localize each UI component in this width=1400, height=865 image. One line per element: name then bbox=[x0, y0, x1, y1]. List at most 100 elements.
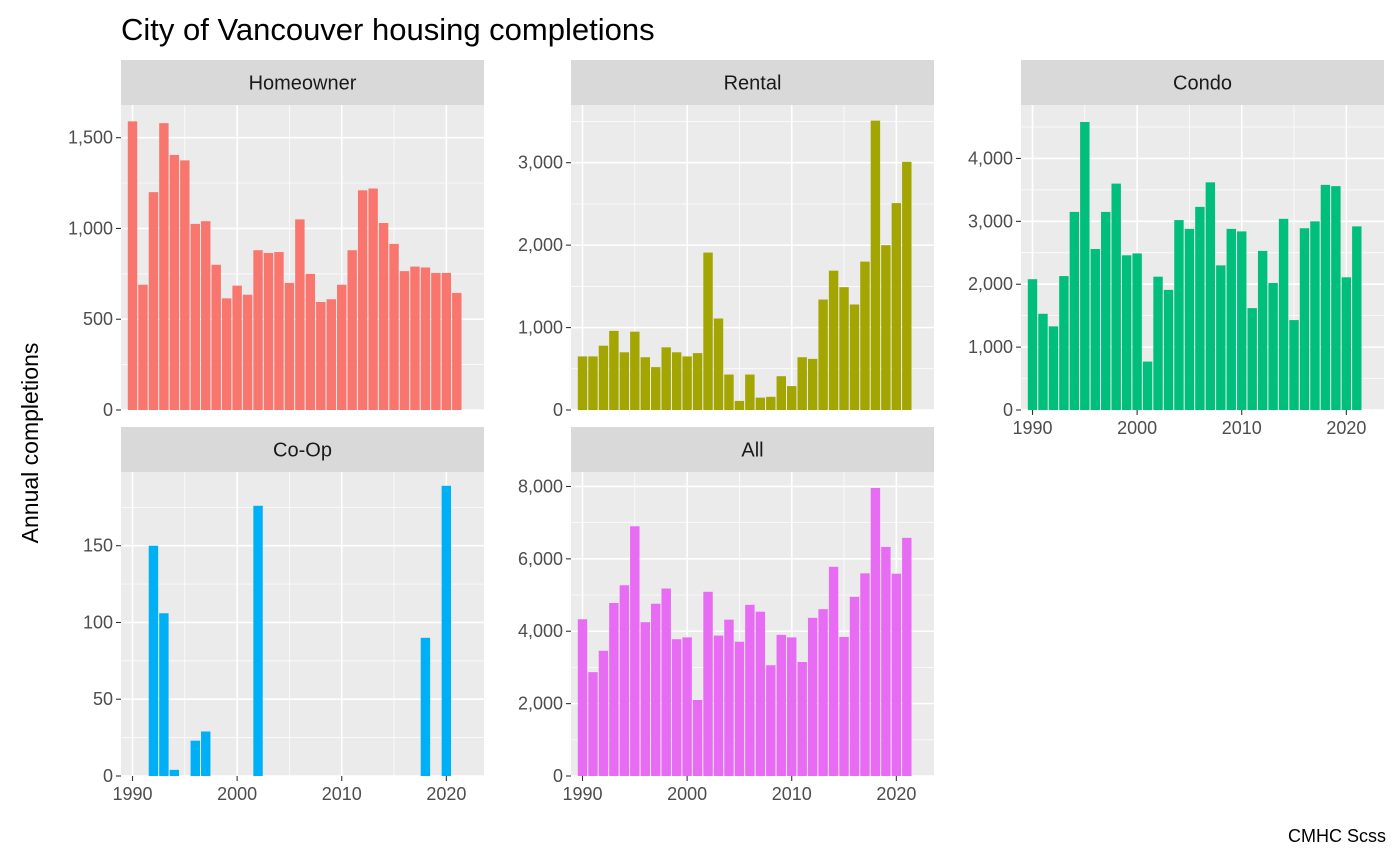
bar-all-2018 bbox=[870, 487, 881, 776]
bar-rental-2006 bbox=[745, 374, 755, 410]
bar-all-1998 bbox=[661, 588, 671, 776]
bar-all-2015 bbox=[839, 637, 849, 776]
bar-co-op-1996 bbox=[190, 740, 200, 776]
y-tick-label: 2,000 bbox=[968, 274, 1013, 294]
bar-condo-1999 bbox=[1121, 255, 1132, 410]
facet-strip bbox=[571, 427, 934, 472]
bar-homeowner-2016 bbox=[399, 271, 410, 410]
bar-all-2005 bbox=[734, 641, 745, 776]
bar-rental-2001 bbox=[692, 353, 703, 410]
y-tick-label: 500 bbox=[83, 309, 113, 329]
x-tick-label: 2020 bbox=[426, 784, 466, 804]
x-tick-label: 1990 bbox=[562, 784, 602, 804]
y-tick-label: 1,500 bbox=[68, 128, 113, 148]
bar-condo-2005 bbox=[1184, 228, 1195, 410]
bar-homeowner-1992 bbox=[148, 192, 159, 410]
x-tick-label: 2020 bbox=[876, 784, 916, 804]
bar-homeowner-2005 bbox=[284, 282, 295, 410]
bar-rental-2008 bbox=[766, 396, 776, 410]
bar-rental-1995 bbox=[630, 331, 640, 410]
bar-homeowner-2000 bbox=[232, 285, 242, 410]
bar-rental-2016 bbox=[849, 304, 860, 410]
bar-all-2007 bbox=[755, 611, 766, 776]
bar-all-1994 bbox=[619, 585, 630, 776]
bar-rental-2003 bbox=[713, 318, 724, 410]
bar-homeowner-1990 bbox=[127, 121, 138, 410]
bar-homeowner-1994 bbox=[169, 154, 180, 410]
facet-strip bbox=[571, 60, 934, 105]
bar-all-2019 bbox=[881, 546, 891, 776]
bar-all-1990 bbox=[577, 619, 588, 776]
bar-condo-2014 bbox=[1278, 218, 1289, 410]
y-tick-label: 0 bbox=[103, 400, 113, 420]
bar-all-2011 bbox=[797, 662, 807, 776]
bar-rental-1991 bbox=[588, 356, 598, 410]
bar-condo-2002 bbox=[1153, 276, 1163, 410]
bar-condo-1997 bbox=[1101, 211, 1111, 410]
bar-condo-2020 bbox=[1341, 277, 1352, 410]
bar-co-op-1994 bbox=[169, 769, 180, 776]
bar-condo-2015 bbox=[1289, 320, 1299, 410]
y-tick-label: 1,000 bbox=[518, 318, 563, 338]
bar-rental-1996 bbox=[640, 357, 650, 410]
y-tick-label: 1,000 bbox=[968, 337, 1013, 357]
bar-rental-1998 bbox=[661, 347, 671, 410]
bar-condo-1991 bbox=[1038, 313, 1048, 410]
y-tick-label: 8,000 bbox=[518, 476, 563, 496]
y-tick-label: 50 bbox=[93, 689, 113, 709]
y-tick-label: 0 bbox=[1003, 400, 1013, 420]
y-tick-label: 4,000 bbox=[968, 148, 1013, 168]
bar-all-2003 bbox=[713, 635, 724, 776]
bar-all-2002 bbox=[703, 591, 713, 776]
facet-panels: Homeowner05001,0001,500Rental01,0002,000… bbox=[68, 60, 1384, 804]
bar-rental-2017 bbox=[860, 261, 870, 410]
bar-condo-2000 bbox=[1132, 253, 1142, 410]
bar-all-1993 bbox=[609, 603, 619, 776]
bar-all-2017 bbox=[860, 573, 870, 776]
facet-strip-label: All bbox=[741, 440, 763, 462]
y-tick-label: 0 bbox=[553, 400, 563, 420]
y-tick-label: 2,000 bbox=[518, 235, 563, 255]
facet-condo: Condo 0 1,000 2,000 3,000 4,000 1990 2000 2010 20… bbox=[968, 60, 1384, 438]
bar-homeowner-2002 bbox=[253, 250, 263, 410]
bar-rental-2021 bbox=[902, 161, 912, 410]
facet-strip bbox=[121, 60, 484, 105]
bar-co-op-1997 bbox=[201, 731, 211, 776]
y-tick-label: 3,000 bbox=[968, 211, 1013, 231]
bar-rental-1994 bbox=[619, 352, 630, 410]
y-tick-label: 2,000 bbox=[518, 694, 563, 714]
bar-all-1996 bbox=[640, 622, 650, 776]
bar-rental-2005 bbox=[734, 400, 745, 410]
x-tick-label: 1990 bbox=[112, 784, 152, 804]
bar-rental-2019 bbox=[881, 245, 891, 410]
bar-all-2006 bbox=[745, 604, 755, 776]
bar-homeowner-1999 bbox=[221, 298, 232, 410]
bar-rental-2000 bbox=[682, 356, 692, 410]
bar-condo-2010 bbox=[1237, 231, 1247, 410]
bar-all-2013 bbox=[818, 609, 828, 776]
y-tick-label: 6,000 bbox=[518, 549, 563, 569]
facet-strip bbox=[1021, 60, 1384, 105]
facet-homeowner: Homeowner 0 500 1,000 1,500 bbox=[68, 60, 484, 420]
x-tick-label: 2000 bbox=[667, 784, 707, 804]
y-tick-label: 4,000 bbox=[518, 621, 563, 641]
bar-homeowner-2020 bbox=[441, 272, 452, 410]
bar-rental-2011 bbox=[797, 357, 807, 410]
bar-all-2014 bbox=[828, 566, 839, 776]
bar-homeowner-2013 bbox=[368, 188, 378, 410]
bar-co-op-2018 bbox=[420, 637, 431, 776]
bar-condo-1996 bbox=[1090, 249, 1100, 410]
bar-condo-2007 bbox=[1205, 182, 1216, 410]
bar-condo-1995 bbox=[1080, 121, 1090, 411]
y-tick-label: 150 bbox=[83, 536, 113, 556]
facet-strip-label: Homeowner bbox=[249, 73, 357, 95]
bar-condo-2006 bbox=[1195, 206, 1205, 410]
bar-all-2001 bbox=[692, 700, 703, 776]
bar-rental-2010 bbox=[787, 386, 797, 410]
bar-all-1999 bbox=[671, 639, 682, 776]
bar-all-1997 bbox=[651, 603, 661, 776]
bar-condo-2013 bbox=[1268, 282, 1278, 410]
facet-co-op: Co-Op 0 50 100 150 1990 2000 2010 2020 bbox=[83, 427, 484, 804]
bar-homeowner-2007 bbox=[305, 273, 316, 410]
